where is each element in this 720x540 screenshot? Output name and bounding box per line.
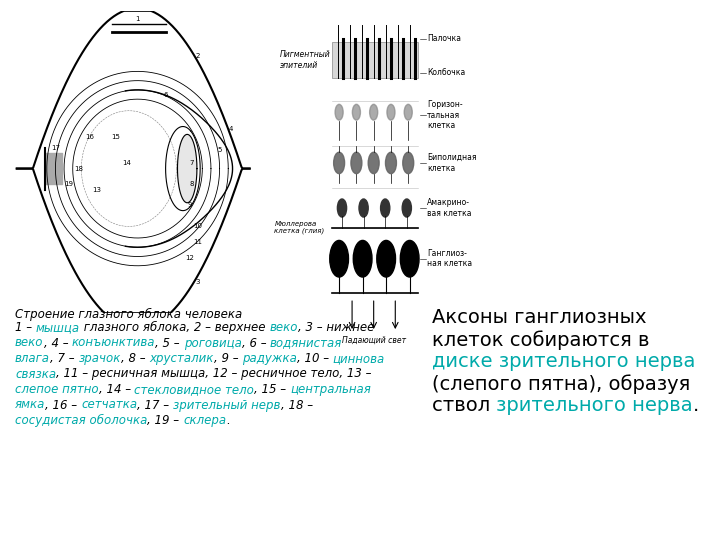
Circle shape [385, 152, 397, 174]
Text: влага: влага [15, 352, 50, 365]
Text: Палочка: Палочка [427, 35, 461, 44]
Text: диске зрительного нерва: диске зрительного нерва [432, 352, 696, 371]
Text: Пигментный
эпителий: Пигментный эпителий [280, 50, 330, 70]
Text: центральная: центральная [290, 383, 371, 396]
Circle shape [333, 152, 345, 174]
Circle shape [354, 240, 372, 277]
Text: Строение глазного яблока человека: Строение глазного яблока человека [15, 308, 242, 321]
Text: , 8 –: , 8 – [121, 352, 149, 365]
Text: 15: 15 [112, 134, 120, 140]
Text: Колбочка: Колбочка [427, 68, 465, 77]
Text: 13: 13 [92, 187, 101, 193]
Text: зрачок: зрачок [78, 352, 121, 365]
Circle shape [338, 199, 346, 217]
Text: 3: 3 [196, 279, 200, 285]
Text: Мюллерова
клетка (глия): Мюллерова клетка (глия) [274, 221, 325, 234]
Text: , 6 –: , 6 – [242, 336, 270, 349]
Circle shape [369, 104, 378, 120]
Text: , 14 –: , 14 – [99, 383, 135, 396]
Circle shape [352, 104, 361, 120]
Text: 18: 18 [75, 166, 84, 172]
Text: ямка: ямка [15, 399, 45, 411]
Text: 11: 11 [194, 239, 202, 245]
Text: хрусталик: хрусталик [149, 352, 214, 365]
Text: 14: 14 [122, 160, 131, 166]
Circle shape [351, 152, 362, 174]
Text: , 9 –: , 9 – [214, 352, 242, 365]
Circle shape [402, 199, 411, 217]
Text: Падающий свет: Падающий свет [341, 336, 406, 345]
Text: ствол: ствол [432, 396, 497, 415]
Circle shape [404, 104, 413, 120]
Text: 6: 6 [163, 92, 168, 98]
Circle shape [368, 152, 379, 174]
Text: конъюнктива: конъюнктива [72, 336, 156, 349]
Text: 17: 17 [51, 145, 60, 151]
Text: сосудистая оболочка: сосудистая оболочка [15, 414, 148, 427]
Text: веко: веко [269, 321, 298, 334]
Text: клеток собираются в: клеток собираются в [432, 330, 649, 350]
Text: , 3 – нижнее: , 3 – нижнее [298, 321, 374, 334]
Circle shape [402, 152, 414, 174]
Text: сетчатка: сетчатка [81, 399, 138, 411]
Text: .: . [693, 396, 699, 415]
Circle shape [400, 240, 419, 277]
Bar [332, 42, 418, 78]
Text: зрительный нерв: зрительный нерв [174, 399, 281, 411]
Text: , 16 –: , 16 – [45, 399, 81, 411]
Text: Ганглиоз-
ная клетка: Ганглиоз- ная клетка [427, 249, 472, 268]
Text: 7: 7 [189, 160, 194, 166]
Text: , 18 –: , 18 – [281, 399, 312, 411]
Text: водянистая: водянистая [270, 336, 343, 349]
Text: 8: 8 [189, 181, 194, 187]
Text: веко: веко [15, 336, 43, 349]
Text: , 5 –: , 5 – [156, 336, 184, 349]
Text: 2: 2 [196, 52, 200, 58]
Text: стекловидное тело: стекловидное тело [135, 383, 254, 396]
Polygon shape [178, 134, 197, 202]
Circle shape [359, 199, 368, 217]
Text: , 4 –: , 4 – [43, 336, 72, 349]
Text: циннова: циннова [333, 352, 385, 365]
Text: Биполидная
клетка: Биполидная клетка [427, 153, 477, 173]
Text: 1 –: 1 – [15, 321, 36, 334]
Text: , 11 – ресничная мышца, 12 – ресничное тело, 13 –: , 11 – ресничная мышца, 12 – ресничное т… [56, 368, 372, 381]
Text: 12: 12 [185, 255, 194, 261]
Text: связка: связка [15, 368, 56, 381]
Text: Горизон-
тальная
клетка: Горизон- тальная клетка [427, 100, 462, 130]
Text: роговица: роговица [184, 336, 242, 349]
Text: 5: 5 [217, 147, 222, 153]
Text: зрительного нерва: зрительного нерва [497, 396, 693, 415]
Text: мышца: мышца [36, 321, 80, 334]
Text: глазного яблока, 2 – верхнее: глазного яблока, 2 – верхнее [80, 321, 269, 334]
Text: Амакрино-
вая клетка: Амакрино- вая клетка [427, 198, 472, 218]
Circle shape [330, 240, 348, 277]
Circle shape [377, 240, 395, 277]
Text: .: . [226, 414, 230, 427]
Text: слепое пятно: слепое пятно [15, 383, 99, 396]
Text: , 15 –: , 15 – [254, 383, 290, 396]
Text: , 19 –: , 19 – [148, 414, 184, 427]
Text: (слепого пятна), образуя: (слепого пятна), образуя [432, 374, 690, 394]
Text: радужка: радужка [242, 352, 297, 365]
Text: , 17 –: , 17 – [138, 399, 174, 411]
Text: 19: 19 [64, 181, 73, 187]
Circle shape [381, 199, 390, 217]
Text: 9: 9 [187, 202, 192, 208]
Text: склера: склера [184, 414, 226, 427]
Text: , 10 –: , 10 – [297, 352, 333, 365]
Text: 16: 16 [86, 134, 94, 140]
Circle shape [335, 104, 343, 120]
Text: 1: 1 [135, 16, 140, 22]
Text: 4: 4 [228, 126, 233, 132]
Text: , 7 –: , 7 – [50, 352, 78, 365]
Text: 10: 10 [194, 224, 202, 230]
Circle shape [387, 104, 395, 120]
Text: Аксоны ганглиозных: Аксоны ганглиозных [432, 308, 647, 327]
